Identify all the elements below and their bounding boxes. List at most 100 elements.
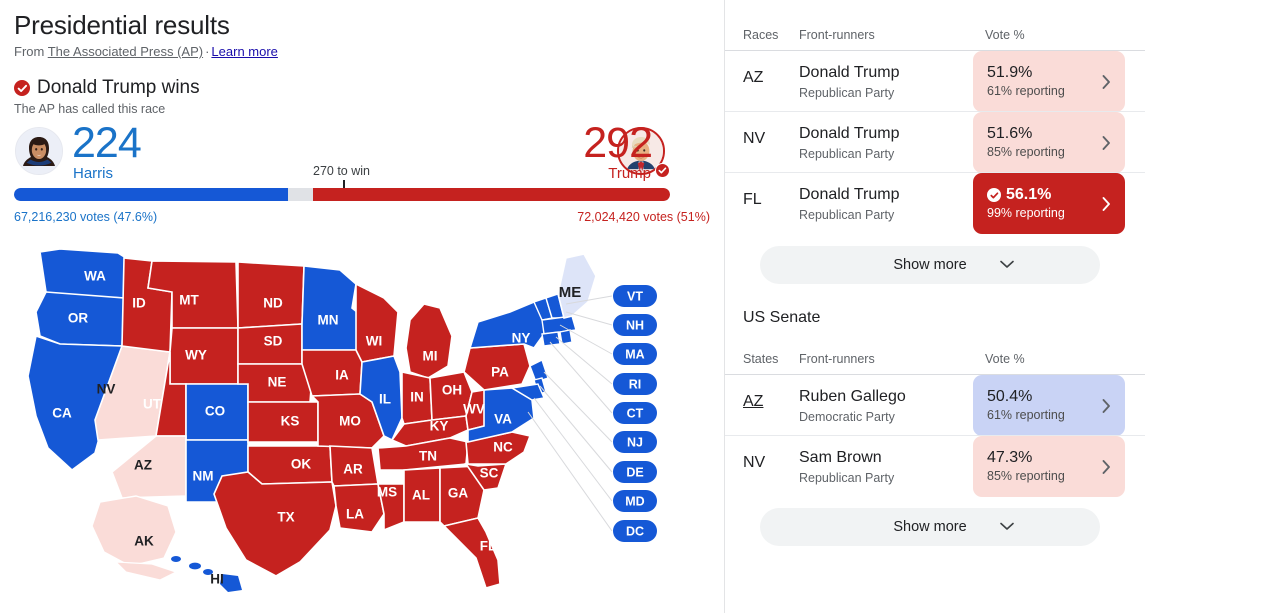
state-NJ-shape bbox=[529, 359, 549, 383]
source-link[interactable]: The Associated Press (AP) bbox=[47, 44, 204, 59]
state-OK bbox=[247, 445, 333, 485]
map-callout-pill-DE[interactable]: DE bbox=[613, 461, 657, 483]
senate-row-vote-pct: 47.3% bbox=[987, 449, 1033, 466]
chevron-right-icon[interactable] bbox=[1102, 459, 1111, 474]
presidential-race-row[interactable]: NV Donald Trump Republican Party 51.6% 85% r… bbox=[725, 111, 1145, 173]
chevron-right-icon[interactable] bbox=[1102, 398, 1111, 413]
presidential-row-vote-pill[interactable]: 51.9% 61% reporting bbox=[973, 51, 1125, 112]
map-callout-pills: VT NH MA RI CT NJ DE MD DC bbox=[613, 285, 657, 542]
electoral-vote-bar bbox=[14, 188, 670, 201]
trump-popular-votes: 72,024,420 votes (51%) bbox=[577, 210, 710, 224]
page-title: Presidential results bbox=[14, 10, 230, 40]
presidential-race-row[interactable]: AZ Donald Trump Republican Party 51.9% 61% r… bbox=[725, 50, 1145, 112]
presidential-row-candidate: Donald Trump bbox=[799, 125, 900, 142]
presidential-results-panel: Presidential results From The Associated… bbox=[0, 10, 724, 613]
state-SD bbox=[237, 323, 303, 365]
state-IN bbox=[401, 371, 433, 425]
state-KS bbox=[247, 401, 319, 443]
senate-row-state: NV bbox=[743, 454, 766, 471]
trump-winner-check-icon bbox=[655, 163, 670, 178]
state-PA bbox=[463, 343, 531, 391]
presidential-row-state: NV bbox=[743, 130, 766, 147]
check-circle-icon bbox=[987, 188, 1001, 202]
state-AK bbox=[91, 495, 177, 567]
chevron-right-icon[interactable] bbox=[1102, 135, 1111, 150]
state-MD-shape bbox=[509, 383, 545, 401]
state-NE bbox=[237, 363, 313, 403]
map-callout-leader-lines bbox=[527, 295, 613, 532]
senate-row-candidate: Ruben Gallego bbox=[799, 388, 906, 405]
map-callout-pill-DC[interactable]: DC bbox=[613, 520, 657, 542]
source-separator: · bbox=[205, 44, 210, 59]
column-header-front-runners: Front-runners bbox=[799, 28, 875, 42]
panel-divider bbox=[724, 0, 725, 613]
state-WY bbox=[169, 327, 239, 385]
senate-row-candidate: Sam Brown bbox=[799, 449, 882, 466]
harris-electoral-votes: 224 bbox=[72, 119, 142, 167]
harris-label: Harris bbox=[73, 165, 113, 182]
senate-section-title: US Senate bbox=[743, 309, 821, 326]
presidential-row-candidate: Donald Trump bbox=[799, 64, 900, 81]
presidential-race-row[interactable]: FL Donald Trump Republican Party 56.1% 99% r… bbox=[725, 172, 1145, 234]
presidential-row-vote-pill[interactable]: 51.6% 85% reporting bbox=[973, 112, 1125, 173]
state-IA bbox=[301, 349, 363, 397]
column-header-races: Races bbox=[743, 28, 779, 42]
state-TN bbox=[377, 437, 469, 471]
svg-text:NJ: NJ bbox=[627, 435, 643, 449]
learn-more-link[interactable]: Learn more bbox=[211, 44, 278, 59]
check-circle-icon bbox=[14, 80, 30, 96]
presidential-row-candidate: Donald Trump bbox=[799, 186, 900, 203]
harris-popular-votes: 67,216,230 votes (47.6%) bbox=[14, 210, 158, 224]
map-callout-pill-NH[interactable]: NH bbox=[613, 314, 657, 336]
column-header-states: States bbox=[743, 352, 779, 366]
presidential-row-vote-pct: 51.6% bbox=[987, 125, 1033, 142]
column-header-senate-vote-pct: Vote % bbox=[985, 352, 1025, 366]
map-callout-pill-VT[interactable]: VT bbox=[613, 285, 657, 307]
presidential-row-vote-pill[interactable]: 56.1% 99% reporting bbox=[973, 173, 1125, 234]
winner-announcement: Donald Trump wins bbox=[14, 77, 200, 99]
state-WI bbox=[355, 282, 399, 363]
senate-race-row[interactable]: NV Sam Brown Republican Party 47.3% 85% repo… bbox=[725, 435, 1145, 497]
svg-text:CT: CT bbox=[627, 406, 644, 420]
harris-avatar bbox=[15, 127, 63, 175]
map-callout-pill-CT[interactable]: CT bbox=[613, 402, 657, 424]
presidential-show-more-button[interactable]: Show more bbox=[760, 246, 1100, 284]
senate-show-more-button[interactable]: Show more bbox=[760, 508, 1100, 546]
senate-row-state[interactable]: AZ bbox=[743, 393, 764, 410]
senate-row-reporting: 61% reporting bbox=[987, 408, 1065, 422]
map-callout-pill-NJ[interactable]: NJ bbox=[613, 431, 657, 453]
chevron-right-icon[interactable] bbox=[1102, 196, 1111, 211]
senate-race-row[interactable]: AZ Ruben Gallego Democratic Party 50.4% 61% … bbox=[725, 374, 1145, 436]
map-callout-pill-MA[interactable]: MA bbox=[613, 343, 657, 365]
presidential-row-vote-pct: 56.1% bbox=[987, 185, 1125, 205]
state-MN bbox=[301, 265, 363, 351]
presidential-row-vote-pct: 51.9% bbox=[987, 64, 1033, 81]
senate-races-table: States Front-runners Vote % AZ Ruben Gall… bbox=[725, 352, 1145, 497]
senate-show-more-label: Show more bbox=[893, 519, 967, 535]
svg-text:MA: MA bbox=[625, 347, 644, 361]
map-callout-pill-MD[interactable]: MD bbox=[613, 490, 657, 512]
state-ME bbox=[557, 253, 597, 319]
chevron-right-icon[interactable] bbox=[1102, 74, 1111, 89]
svg-text:RI: RI bbox=[629, 377, 642, 391]
column-header-senate-front-runners: Front-runners bbox=[799, 352, 875, 366]
presidential-row-reporting: 61% reporting bbox=[987, 84, 1065, 98]
races-sidebar: Races Front-runners Vote % AZ Donald Trum… bbox=[725, 0, 1280, 613]
map-callout-pill-RI[interactable]: RI bbox=[613, 373, 657, 395]
presidential-row-state: FL bbox=[743, 191, 762, 208]
trump-bar-segment bbox=[313, 188, 670, 201]
presidential-row-reporting: 99% reporting bbox=[987, 206, 1065, 220]
source-attribution: From The Associated Press (AP) · Learn mor… bbox=[14, 44, 278, 59]
state-AL bbox=[403, 467, 441, 523]
presidential-show-more-label: Show more bbox=[893, 257, 967, 273]
us-electoral-map[interactable]: VT NH MA RI CT NJ DE MD DC WA OR CA NV ID MT WY UT CO AZ N… bbox=[0, 240, 724, 613]
trump-electoral-votes: 292 bbox=[583, 119, 653, 167]
source-prefix: From bbox=[14, 44, 45, 59]
column-header-vote-pct: Vote % bbox=[985, 28, 1025, 42]
senate-row-vote-pill[interactable]: 47.3% 85% reporting bbox=[973, 436, 1125, 497]
winner-name: Donald Trump wins bbox=[37, 77, 200, 98]
trump-label: Trump bbox=[608, 165, 651, 182]
senate-row-party: Republican Party bbox=[799, 471, 895, 485]
state-MS bbox=[377, 483, 405, 532]
senate-row-vote-pill[interactable]: 50.4% 61% reporting bbox=[973, 375, 1125, 436]
